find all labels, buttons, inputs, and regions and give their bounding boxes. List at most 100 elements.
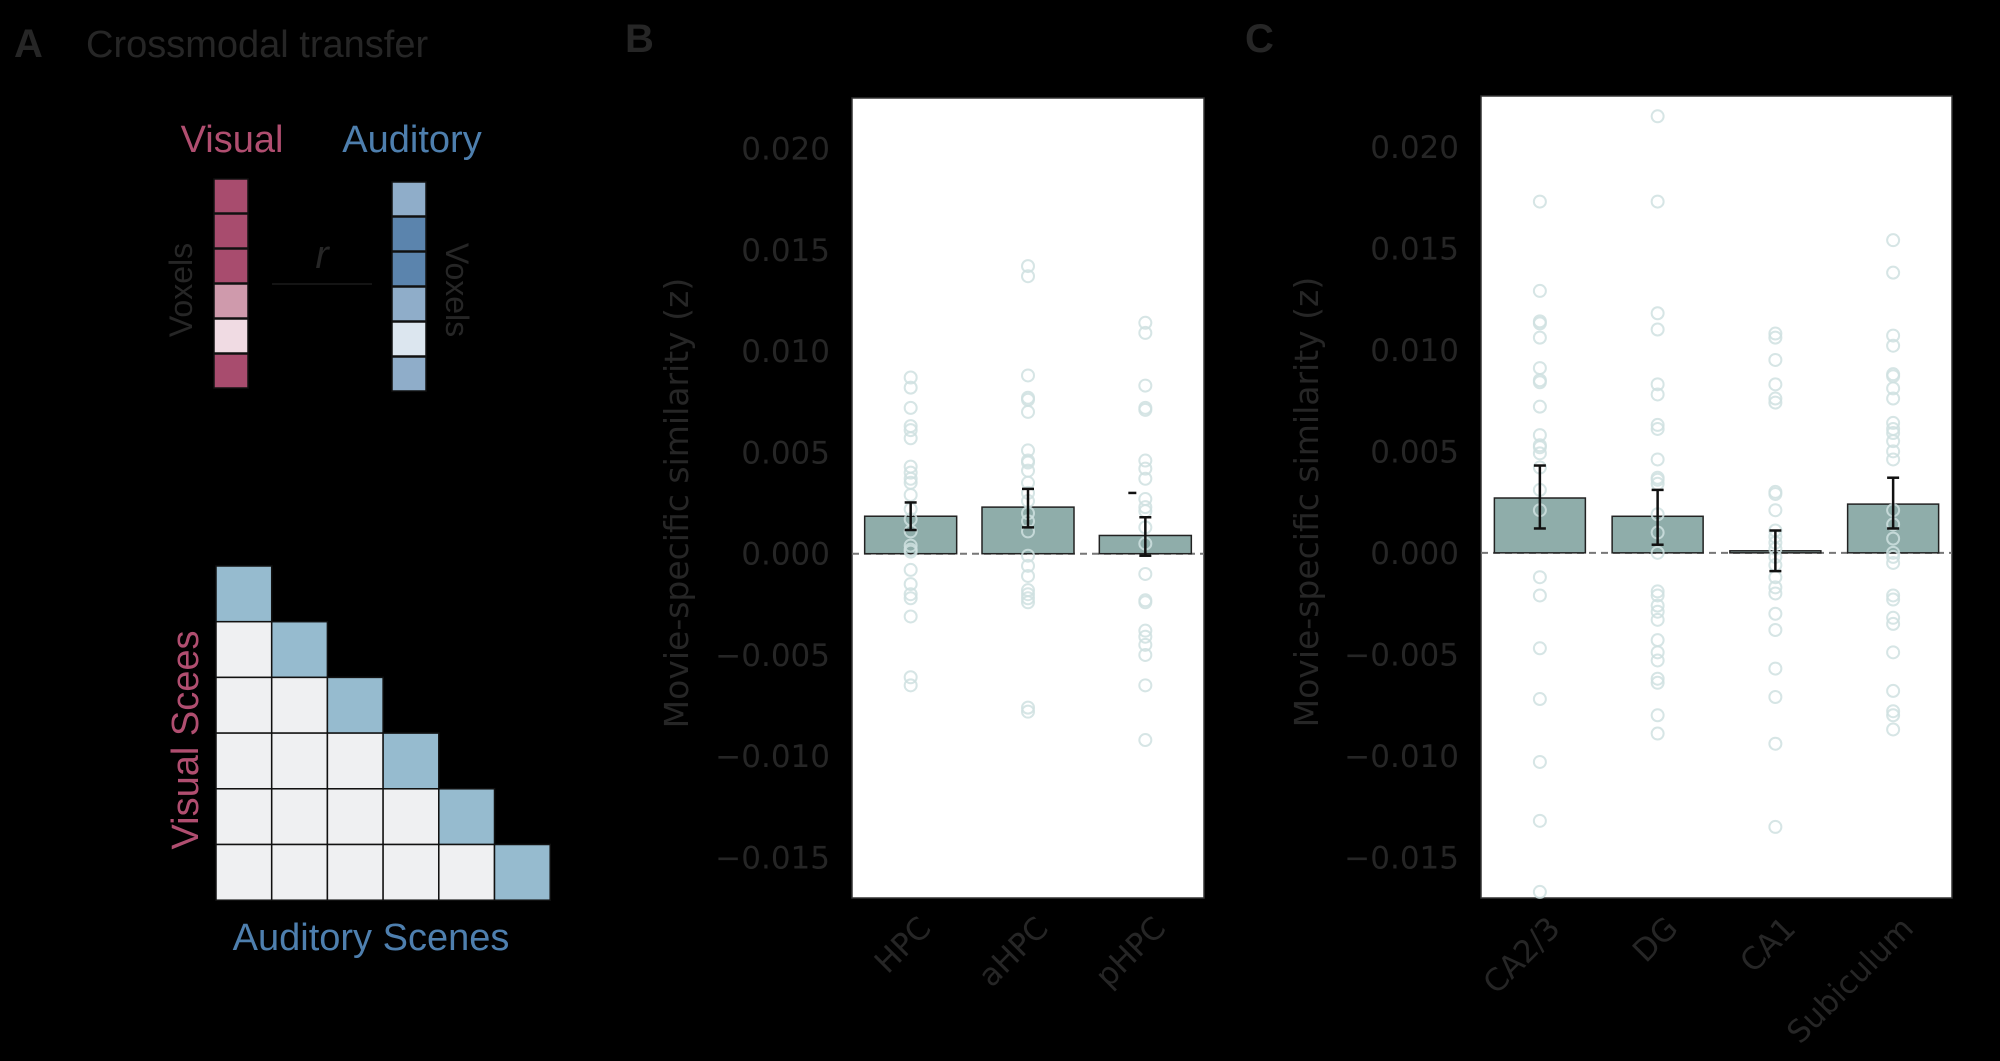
voxel-cell	[391, 321, 427, 357]
data-point	[1021, 595, 1035, 610]
matrix-cell	[326, 732, 384, 790]
y-tick-label: 0.000	[1370, 536, 1459, 572]
panel-a-title: Crossmodal transfer	[86, 24, 428, 66]
data-point	[1021, 269, 1035, 284]
data-point	[903, 380, 918, 395]
data-point	[1532, 440, 1547, 455]
data-point	[1650, 604, 1665, 619]
data-point	[1886, 381, 1901, 396]
data-point	[1768, 326, 1783, 341]
data-point	[903, 577, 918, 592]
data-point	[1768, 622, 1783, 637]
data-point	[1532, 399, 1547, 414]
data-point	[903, 609, 918, 624]
data-point	[1650, 322, 1665, 337]
data-point	[1138, 471, 1153, 486]
data-point	[903, 370, 918, 385]
data-point	[1650, 726, 1665, 741]
x-tick-label: aHPC	[972, 910, 1056, 994]
data-point	[1650, 452, 1665, 467]
data-point	[1532, 754, 1547, 769]
error-bar	[1769, 529, 1782, 573]
error-bar	[1022, 487, 1034, 529]
data-point	[903, 487, 918, 502]
data-point	[1532, 692, 1547, 707]
x-tick-label: CA2/3	[1476, 910, 1567, 1001]
voxel-cell	[391, 181, 427, 217]
y-tick-label: 0.015	[741, 233, 830, 269]
data-point	[1650, 645, 1665, 660]
data-point	[1021, 591, 1035, 606]
data-point	[903, 678, 918, 693]
data-point	[1768, 736, 1783, 751]
data-point	[903, 587, 918, 602]
data-point	[1768, 580, 1783, 595]
data-point	[903, 471, 918, 486]
y-axis-label: Movie-specific similarity (z)	[1287, 277, 1326, 728]
visual-label: Visual	[181, 119, 284, 161]
data-point	[903, 542, 918, 557]
chart-b: 0.020 0.015 0.010 0.005 0.000 −0.005 −0.010 −0.…	[657, 97, 1205, 995]
data-point	[1886, 415, 1901, 430]
data-point	[903, 400, 918, 415]
data-point	[1021, 558, 1035, 573]
data-point	[1768, 606, 1783, 621]
data-point	[1886, 722, 1901, 737]
data-point	[1021, 455, 1035, 470]
y-tick-label: −0.005	[1344, 637, 1459, 673]
data-point	[1532, 330, 1547, 345]
y-axis-label: Movie-specific similarity (z)	[657, 278, 696, 729]
voxel-cell	[391, 251, 427, 287]
data-point	[1768, 586, 1783, 601]
data-point	[1532, 283, 1547, 298]
matrix-cell	[215, 788, 273, 846]
error-bar	[1139, 515, 1152, 557]
voxel-cell	[213, 283, 249, 319]
data-point	[1886, 645, 1901, 660]
y-tick-label: 0.005	[741, 435, 830, 471]
data-point	[1138, 325, 1153, 340]
matrix-cell	[270, 788, 329, 846]
data-point	[1886, 434, 1901, 449]
data-point	[1532, 641, 1547, 656]
data-point	[1768, 330, 1783, 345]
y-tick-label: −0.010	[1344, 739, 1459, 775]
data-point	[1886, 426, 1901, 441]
data-point	[1021, 368, 1035, 383]
y-tick-label: 0.020	[1370, 130, 1459, 166]
plot-area	[1480, 95, 1953, 899]
matrix-cell	[270, 732, 329, 790]
data-point	[1886, 616, 1901, 631]
data-point	[903, 538, 918, 553]
data-point	[1021, 548, 1035, 563]
data-point	[1886, 391, 1901, 406]
error-bar	[1887, 476, 1900, 530]
y-tick-label: 0.000	[741, 537, 830, 573]
data-point	[1138, 315, 1153, 330]
data-point	[1650, 653, 1665, 668]
panel-b: B 0.020 0.015 0.010 0.005 0.000 −0.005 −0.010 −…	[625, 17, 1205, 995]
error-bar	[1533, 464, 1546, 530]
y-tick-label: −0.015	[715, 840, 830, 876]
data-point	[1886, 444, 1901, 459]
data-point	[1886, 704, 1901, 719]
voxel-cell	[213, 318, 249, 354]
data-point	[1532, 375, 1547, 390]
data-point	[1138, 647, 1153, 662]
voxel-cell	[391, 216, 427, 252]
data-point	[1768, 486, 1783, 501]
data-point	[1532, 884, 1547, 899]
data-point	[1650, 584, 1665, 599]
data-point	[1532, 194, 1547, 209]
voxel-cell	[213, 248, 249, 284]
voxel-cell	[213, 353, 249, 389]
matrix-diagonal-cell	[270, 620, 329, 679]
voxel-cell	[391, 356, 427, 392]
data-point	[1650, 612, 1665, 627]
data-point	[903, 562, 918, 577]
data-point	[1650, 545, 1665, 560]
data-point	[1021, 404, 1035, 419]
matrix-cell	[382, 788, 440, 846]
data-point	[1650, 194, 1665, 209]
correlation-r-label: r	[315, 233, 330, 277]
